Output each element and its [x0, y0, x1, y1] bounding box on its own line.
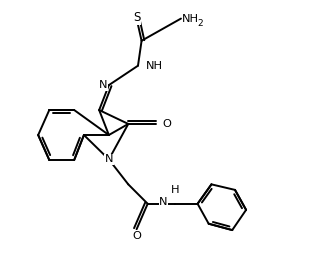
Text: N: N: [159, 197, 168, 207]
Text: S: S: [133, 11, 140, 24]
Text: O: O: [162, 119, 171, 129]
Text: NH: NH: [182, 13, 199, 24]
Text: N: N: [105, 154, 113, 164]
Text: NH: NH: [146, 61, 163, 71]
Text: H: H: [171, 185, 180, 195]
Text: 2: 2: [197, 19, 202, 28]
Text: N: N: [99, 80, 108, 90]
Text: O: O: [132, 231, 141, 241]
